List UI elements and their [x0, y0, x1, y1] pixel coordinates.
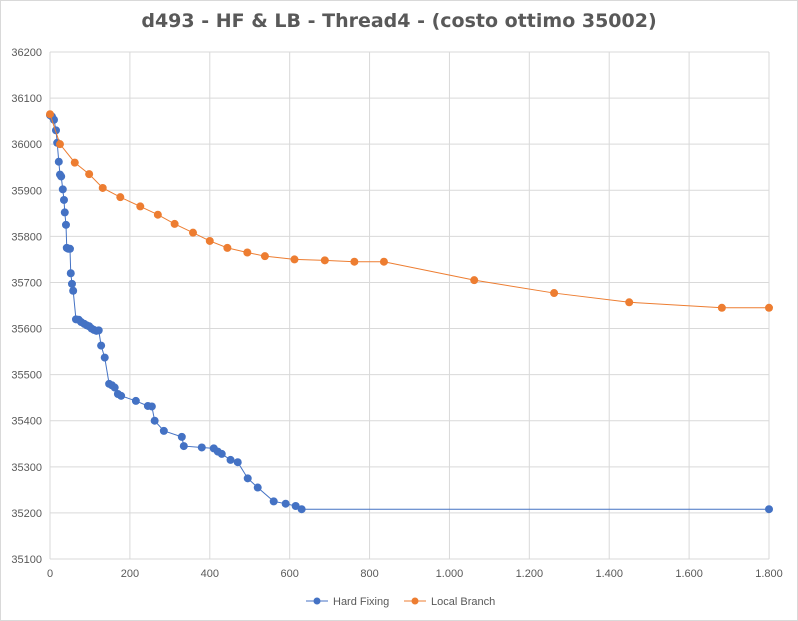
y-tick-label: 36000 — [11, 139, 42, 151]
data-point — [765, 505, 773, 514]
data-point — [291, 501, 300, 510]
data-point — [253, 483, 262, 492]
data-point — [85, 170, 94, 179]
series-line — [49, 114, 769, 510]
series-local-branch — [46, 110, 773, 312]
data-point — [765, 303, 773, 312]
data-point — [226, 455, 235, 464]
y-tick-label: 35500 — [11, 370, 42, 382]
data-point — [243, 474, 252, 483]
y-tick-label: 35400 — [11, 416, 42, 428]
data-point — [153, 210, 162, 219]
data-point — [97, 341, 106, 350]
data-point — [243, 248, 252, 257]
data-point — [110, 383, 119, 392]
data-point — [51, 126, 60, 135]
data-point — [320, 256, 329, 265]
data-point — [717, 303, 726, 312]
data-point — [66, 269, 75, 278]
y-axis-ticks: 35100 35200 35300 35400 35500 35600 35700 35800… — [11, 47, 42, 566]
y-tick-label: 35100 — [11, 554, 42, 566]
data-point — [147, 402, 156, 411]
data-point — [58, 185, 67, 194]
y-tick-label: 35900 — [11, 185, 42, 197]
data-point — [70, 158, 79, 167]
data-point — [269, 497, 278, 506]
x-tick-label: 0 — [47, 568, 53, 580]
series-hard-fixing — [46, 111, 773, 514]
x-tick-label: 800 — [360, 568, 378, 580]
data-point — [136, 202, 145, 211]
data-point — [217, 449, 226, 458]
x-tick-label: 1.800 — [755, 568, 783, 580]
data-point — [297, 505, 306, 514]
data-point — [116, 193, 125, 202]
data-point — [205, 236, 214, 245]
data-point — [470, 276, 479, 285]
data-point — [150, 416, 159, 425]
y-tick-label: 35700 — [11, 277, 42, 289]
legend-item: Local Branch — [404, 596, 495, 608]
legend-marker — [313, 597, 321, 605]
x-tick-label: 600 — [280, 568, 298, 580]
data-point — [117, 391, 126, 400]
data-point — [57, 172, 66, 181]
x-tick-label: 1.200 — [516, 568, 544, 580]
data-point — [159, 426, 168, 435]
y-tick-label: 36200 — [11, 47, 42, 59]
data-point — [223, 243, 232, 252]
x-tick-label: 400 — [201, 568, 219, 580]
data-point — [69, 286, 78, 295]
data-point — [54, 157, 63, 166]
data-point — [59, 195, 68, 204]
data-point — [170, 219, 179, 228]
data-point — [290, 255, 299, 264]
legend-item: Hard Fixing — [306, 596, 389, 608]
data-point — [65, 244, 74, 253]
chart-title: d493 - HF & LB - Thread4 - (costo ottimo… — [141, 10, 657, 32]
data-point — [94, 326, 103, 335]
data-point — [281, 499, 290, 508]
data-point — [61, 220, 70, 229]
y-tick-label: 36100 — [11, 93, 42, 105]
x-tick-label: 1.400 — [595, 568, 623, 580]
data-point — [100, 353, 109, 362]
data-point — [177, 432, 186, 441]
x-tick-label: 1.600 — [675, 568, 703, 580]
legend-label: Local Branch — [431, 596, 495, 608]
data-point — [260, 252, 269, 261]
x-axis-ticks: 0 200 400 600 800 1.000 1.200 1.400 1.600 1.800 — [47, 568, 783, 580]
data-point — [131, 396, 140, 405]
data-point — [350, 257, 359, 266]
x-tick-label: 1.000 — [436, 568, 464, 580]
data-point — [98, 183, 107, 192]
legend: Hard Fixing Local Branch — [306, 596, 495, 608]
legend-marker — [411, 597, 419, 605]
data-point — [233, 458, 242, 467]
data-point — [179, 442, 188, 451]
data-point — [189, 228, 198, 237]
y-tick-label: 35300 — [11, 462, 42, 474]
x-tick-label: 200 — [121, 568, 139, 580]
data-point — [46, 110, 54, 119]
data-point — [60, 208, 69, 217]
y-tick-label: 35200 — [11, 508, 42, 520]
data-point — [625, 298, 634, 307]
y-tick-label: 35800 — [11, 231, 42, 243]
y-tick-label: 35600 — [11, 324, 42, 336]
data-point — [67, 279, 76, 288]
legend-label: Hard Fixing — [333, 596, 389, 608]
series-group — [46, 110, 773, 514]
data-point — [197, 443, 206, 452]
data-point — [550, 289, 559, 298]
data-point — [379, 257, 388, 266]
gridlines — [49, 51, 770, 560]
data-point — [55, 140, 64, 149]
